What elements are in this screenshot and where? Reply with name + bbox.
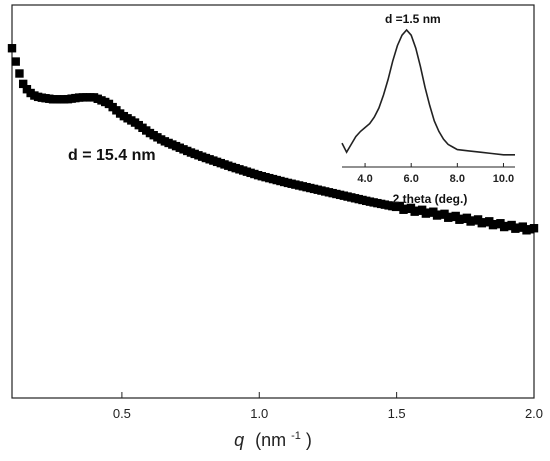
main-series: [7, 44, 539, 235]
inset-x-ticks: [364, 163, 504, 167]
main-data-point: [11, 57, 20, 66]
main-x-tick-label: 2.0: [525, 406, 543, 421]
main-x-tick-label: 1.0: [250, 406, 268, 421]
main-data-point: [529, 224, 539, 233]
main-annotation: d = 15.4 nm: [68, 147, 156, 164]
inset-x-axis-title: 2 theta (deg.): [393, 192, 468, 206]
main-x-ticks: [121, 392, 535, 398]
x-axis-unit-exponent: -1: [291, 430, 301, 442]
main-x-tick-label: 1.5: [388, 406, 406, 421]
main-data-point: [15, 69, 24, 78]
main-data-point: [7, 44, 17, 53]
inset-series-line: [341, 28, 515, 156]
inset-chart: 4.0 6.0 8.0 10.0 d =1.5 nm 2 theta (deg.): [341, 12, 515, 206]
inset-x-tick-label: 10.0: [493, 173, 514, 185]
x-axis-symbol: q: [234, 430, 244, 450]
main-x-tick-label: 0.5: [113, 406, 131, 421]
inset-x-tick-label: 6.0: [404, 173, 419, 185]
main-data-point: [18, 79, 28, 89]
inset-x-tick-label: 8.0: [450, 173, 465, 185]
x-axis-unit: (nm: [255, 430, 286, 450]
main-x-axis-title: q (nm -1 ): [234, 423, 312, 450]
inset-x-tick-labels: 4.0 6.0 8.0 10.0: [357, 173, 514, 185]
main-x-tick-labels: 0.5 1.0 1.5 2.0: [113, 406, 543, 421]
inset-x-tick-label: 4.0: [357, 173, 372, 185]
inset-annotation: d =1.5 nm: [385, 12, 441, 26]
main-plot-frame: [11, 4, 535, 399]
x-axis-unit-close: ): [306, 430, 312, 450]
